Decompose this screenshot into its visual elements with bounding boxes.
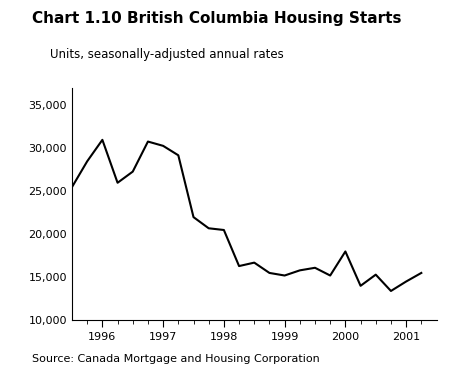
Text: Source: Canada Mortgage and Housing Corporation: Source: Canada Mortgage and Housing Corp… — [32, 354, 319, 364]
Text: Units, seasonally-adjusted annual rates: Units, seasonally-adjusted annual rates — [50, 48, 283, 61]
Text: Chart 1.10 British Columbia Housing Starts: Chart 1.10 British Columbia Housing Star… — [32, 11, 401, 26]
